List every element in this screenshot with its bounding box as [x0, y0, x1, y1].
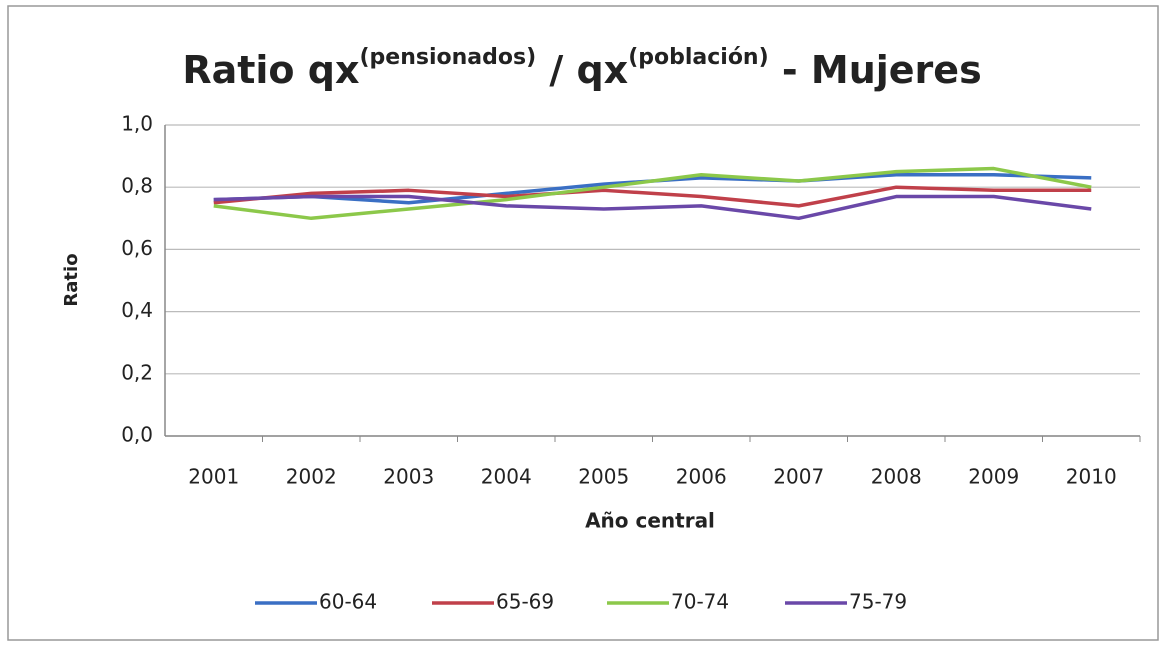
- y-tick-label: 0,4: [121, 298, 153, 322]
- x-tick-label: 2009: [968, 465, 1019, 489]
- x-tick-label: 2003: [383, 465, 434, 489]
- series-line: [213, 194, 1092, 221]
- legend-label: 60-64: [319, 590, 377, 614]
- title-superscript: (pensionados): [359, 45, 536, 70]
- x-tick-label: 2002: [286, 465, 337, 489]
- legend-label: 65-69: [496, 590, 554, 614]
- y-tick-label: 0,0: [121, 423, 153, 447]
- legend-label: 75-79: [849, 590, 907, 614]
- series-line: [213, 185, 1092, 208]
- title-part: / qx: [536, 48, 628, 92]
- y-axis-label: Ratio: [61, 253, 82, 306]
- x-tick-label: 2007: [773, 465, 824, 489]
- legend-label: 70-74: [671, 590, 729, 614]
- x-tick-label: 2005: [578, 465, 629, 489]
- title-part: - Mujeres: [769, 48, 982, 92]
- x-tick-label: 2010: [1066, 465, 1117, 489]
- title-part: Ratio qx: [182, 48, 359, 92]
- y-tick-label: 1,0: [121, 112, 153, 136]
- chart-border: [7, 5, 1159, 641]
- x-tick-label: 2001: [188, 465, 239, 489]
- x-tick-label: 2004: [481, 465, 532, 489]
- y-tick-label: 0,8: [121, 174, 153, 198]
- x-tick-label: 2006: [676, 465, 727, 489]
- y-tick-label: 0,2: [121, 360, 153, 384]
- x-tick-label: 2008: [871, 465, 922, 489]
- y-tick-label: 0,6: [121, 236, 153, 260]
- x-axis-label: Año central: [585, 509, 715, 533]
- series-line: [213, 166, 1092, 221]
- chart-title: Ratio qx(pensionados) / qx(población) - …: [182, 45, 981, 92]
- title-superscript: (población): [628, 45, 768, 70]
